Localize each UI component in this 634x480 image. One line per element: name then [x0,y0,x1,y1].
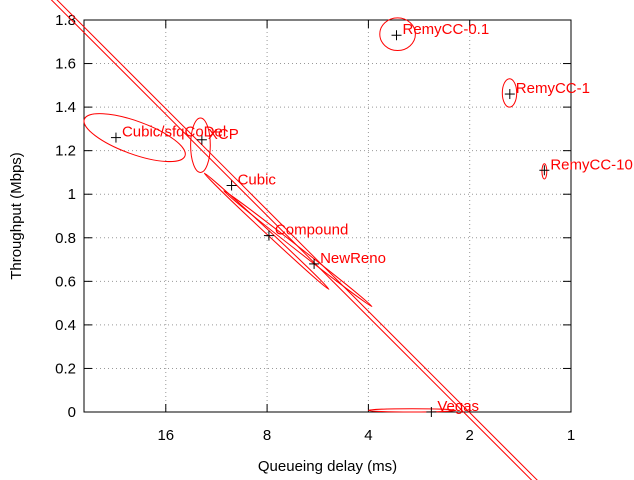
point-vegas [426,407,437,417]
ellipse-remycc-1 [501,78,518,108]
ellipse-cubic-sfqcodel [83,113,186,163]
point-cubic [226,180,237,191]
x-tick-label: 2 [466,427,474,444]
point-label: Cubic/sfqCoDel [122,124,226,141]
x-tick-label: 4 [364,427,372,444]
point-label: Cubic [238,172,277,189]
point-label: Vegas [437,398,479,415]
x-tick-label: 16 [157,427,174,444]
ellipse-remycc-10 [541,163,548,180]
ellipse-remycc-0-1 [379,17,416,51]
grid [84,20,571,412]
point-remycc-10 [539,165,550,176]
markers [110,30,550,417]
point-newreno [309,258,320,269]
point-compound [263,230,274,241]
y-tick-label: 0.4 [55,317,76,334]
y-tick-label: 0 [68,404,76,421]
plot-frame [83,19,572,413]
point-label: RemyCC-0.1 [403,21,490,38]
y-axis-label: Throughput (Mbps) [8,152,25,280]
point-xcp [196,134,207,145]
y-tick-label: 0.2 [55,360,76,377]
ellipse-xcp [190,117,211,173]
ellipse-compound [203,172,330,290]
axis-ticks: 0 0.2 0.4 0.6 0.8 1 1.2 1.4 1.6 1.8 16 8 4 2 1 [55,12,575,444]
x-axis-label: Queueing delay (ms) [258,458,397,475]
point-label: RemyCC-1 [516,80,590,97]
point-labels: RemyCC-0.1 RemyCC-1 RemyCC-10 Cubic/sfqCoDe… [122,21,633,415]
y-tick-label: 0.6 [55,273,76,290]
point-remycc-1 [504,89,515,100]
point-cubic-sfqcodel [110,132,121,143]
point-label: XCP [208,126,239,143]
ellipse-newreno [223,190,373,308]
x-tick-label: 8 [263,427,271,444]
y-tick-label: 1.8 [55,12,76,29]
point-remycc-0-1 [391,30,402,41]
ellipse-vegas [367,408,457,413]
y-tick-label: 0.8 [55,230,76,247]
y-tick-label: 1 [68,186,76,203]
point-label: Compound [275,222,348,239]
y-tick-label: 1.4 [55,99,76,116]
point-label: NewReno [320,250,386,267]
x-tick-label: 1 [567,427,575,444]
y-tick-label: 1.2 [55,143,76,160]
y-tick-label: 1.6 [55,56,76,73]
point-label: RemyCC-10 [550,156,633,173]
